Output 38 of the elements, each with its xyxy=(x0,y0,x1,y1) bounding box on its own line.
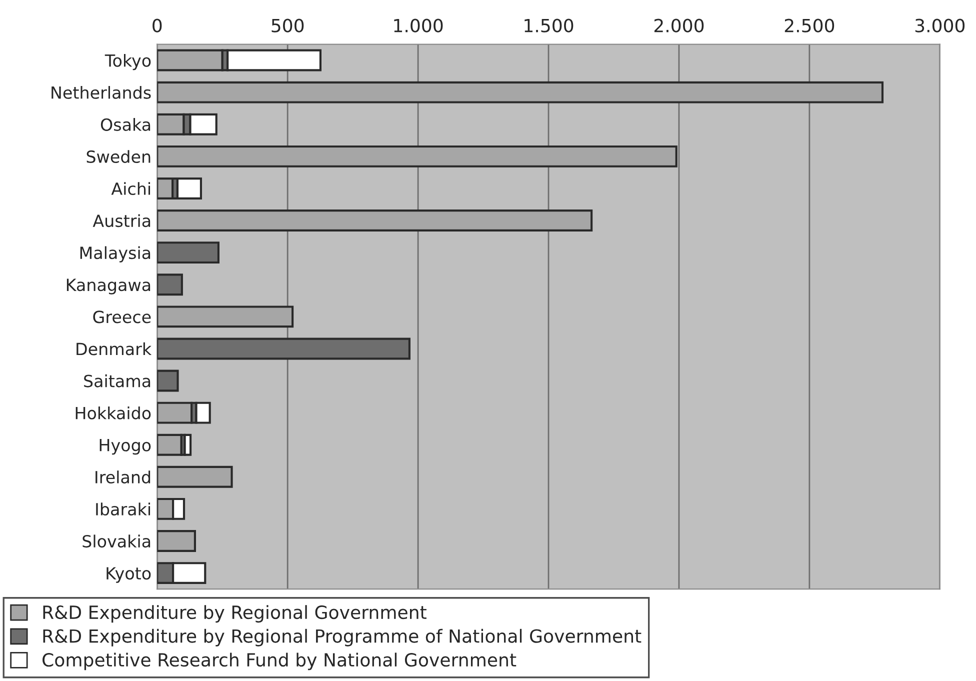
x-tick-label: 2.000 xyxy=(654,18,704,32)
legend-label: R&D Expenditure by Regional Government xyxy=(43,605,426,623)
y-tick-label: Saitama xyxy=(84,374,150,388)
bar xyxy=(157,49,224,72)
y-tick-label: Hyogo xyxy=(100,439,151,455)
bar xyxy=(157,402,193,424)
bar xyxy=(157,530,196,552)
y-tick-label: Austria xyxy=(92,214,150,228)
y-tick-label: Netherlands xyxy=(52,86,151,99)
y-tick-label: Sweden xyxy=(86,150,150,163)
y-tick-label: Ireland xyxy=(96,470,150,484)
bar xyxy=(157,145,678,168)
y-tick-label: Hokkaido xyxy=(76,406,151,420)
legend-label: Competitive Research Fund by National Government xyxy=(42,652,516,670)
bar xyxy=(157,81,884,104)
bar xyxy=(157,210,593,232)
y-tick-label: Slovakia xyxy=(82,534,150,548)
y-tick-label: Malaysia xyxy=(80,246,150,262)
y-tick-label: Kanagawa xyxy=(66,278,150,294)
y-tick-label: Tokyo xyxy=(104,54,151,70)
x-tick-label: 1.500 xyxy=(524,18,574,32)
y-tick-label: Ibaraki xyxy=(96,502,150,516)
x-tick-label: 500 xyxy=(272,18,304,32)
bar xyxy=(157,434,182,456)
x-tick-label: 0 xyxy=(152,18,162,32)
x-tick-label: 1.000 xyxy=(394,18,443,32)
y-tick-label: Denmark xyxy=(76,342,152,356)
y-tick-label: Osaka xyxy=(100,118,150,131)
bar xyxy=(157,113,185,136)
bar xyxy=(157,466,233,488)
y-tick-label: Aichi xyxy=(111,182,150,196)
bar xyxy=(184,434,192,456)
y-tick-label: Kyoto xyxy=(106,567,151,583)
legend-label: R&D Expenditure by Regional Programme of National Government xyxy=(43,628,642,646)
x-tick-label: 3.000 xyxy=(915,18,965,32)
bar xyxy=(157,306,294,328)
y-tick-label: Greece xyxy=(93,310,151,324)
x-tick-label: 2.500 xyxy=(784,18,834,32)
